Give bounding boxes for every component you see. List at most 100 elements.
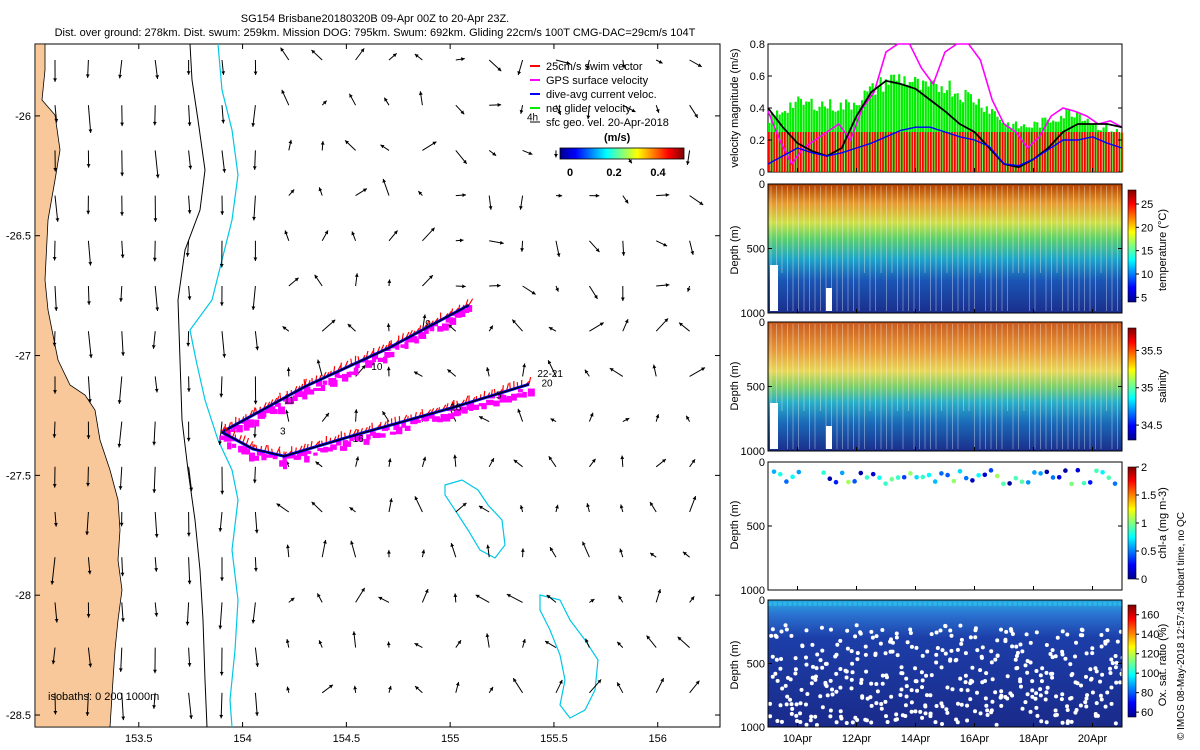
oxygen-gap-dot <box>798 711 803 716</box>
geo-velocity-arrowhead <box>414 643 419 647</box>
geo-velocity-arrowhead <box>361 365 366 370</box>
gps-velocity-mark <box>245 448 251 455</box>
oxygen-gap-dot <box>779 629 784 634</box>
chlorophyll-cb-tick-label: 1.5 <box>1141 490 1156 502</box>
map-ytick-label: -26 <box>15 111 31 123</box>
swim-speed-bar <box>996 132 998 172</box>
geo-velocity-arrowhead <box>650 552 655 557</box>
net-velocity-bar <box>876 87 880 172</box>
geo-velocity-arrowhead <box>422 456 427 461</box>
geo-velocity-arrow <box>87 331 92 359</box>
oxygen-gap-dot <box>975 690 980 695</box>
oxygen-gap-dot <box>1063 656 1068 661</box>
oxygen-gap-dot <box>855 651 860 656</box>
oxygen-gap-dot <box>1085 693 1090 698</box>
swim-speed-bar <box>823 132 826 172</box>
oxygen-surface-dot <box>847 601 853 607</box>
oxygen-gap-dot <box>1109 657 1114 662</box>
oxygen-gap-dot <box>794 702 799 707</box>
geo-velocity-arrowhead <box>318 640 323 645</box>
geo-velocity-arrowhead <box>155 307 160 311</box>
temperature-cb-tick-label: 10 <box>1141 269 1153 281</box>
oxygen-gap-dot <box>1045 685 1050 690</box>
gps-velocity-mark <box>389 431 397 435</box>
oxygen-gap-dot <box>1113 654 1118 659</box>
oxygen-gap-dot <box>798 701 803 706</box>
chlorophyll-dot <box>784 479 789 484</box>
oxygen-gap-dot <box>1054 712 1059 717</box>
geo-velocity-arrowhead <box>432 141 437 146</box>
gps-velocity-mark <box>313 387 322 391</box>
gps-velocity-mark <box>219 436 227 441</box>
swim-speed-bar <box>964 132 967 172</box>
geo-velocity-arrowhead <box>497 283 501 288</box>
geo-velocity-arrowhead <box>254 529 259 534</box>
figure-subtitle: Dist. over ground: 278km. Dist. swum: 25… <box>54 27 696 39</box>
gps-velocity-mark <box>286 454 291 459</box>
swim-speed-bar <box>1004 132 1006 172</box>
geo-velocity-arrowhead <box>665 283 670 287</box>
oxygen-gap-dot <box>923 711 928 716</box>
oxygen-gap-dot <box>809 714 814 719</box>
geo-velocity-arrow <box>118 376 123 404</box>
geo-velocity-arrowhead <box>485 633 490 638</box>
chlorophyll-dot <box>1013 475 1019 481</box>
swim-speed-bar <box>953 132 956 172</box>
oxygen-gap-dot <box>794 713 799 718</box>
gps-velocity-mark <box>516 393 524 398</box>
oxygen-surface-dot <box>827 601 833 607</box>
oxygen-gap-dot <box>894 631 899 636</box>
oxygen-cb-tick-label: 120 <box>1141 649 1159 661</box>
geo-velocity-arrowhead <box>513 459 518 464</box>
oxygen-gap-dot <box>828 678 833 683</box>
time-axis-ticks: 10Apr 12Apr 14Apr 16Apr 18Apr 20Apr <box>783 168 1108 745</box>
chlorophyll-dot <box>994 473 1000 479</box>
oxygen-gap-dot <box>879 702 884 707</box>
geo-velocity-arrowhead <box>87 301 91 305</box>
oxygen-gap-dot <box>939 701 944 706</box>
geo-velocity-arrowhead <box>462 502 467 507</box>
oxygen-gap-dot <box>949 633 954 638</box>
geo-velocity-arrowhead <box>461 57 465 62</box>
oxygen-surface-dot <box>902 601 908 607</box>
chlorophyll-dot <box>1007 481 1012 486</box>
geo-velocity-arrowhead <box>252 479 257 484</box>
oxygen-gap-dot <box>1120 667 1125 672</box>
oxygen-gap-dot <box>943 651 948 656</box>
oxygen-gap-dot <box>1038 693 1043 698</box>
oxygen-gap-dot <box>1094 669 1099 674</box>
swim-speed-bar <box>1049 132 1052 172</box>
oxygen-gap-dot <box>789 702 794 707</box>
oxygen-gap-dot <box>993 657 998 662</box>
swim-speed-bar <box>879 132 882 172</box>
chlorophyll-dot <box>1063 468 1068 473</box>
gps-velocity-mark <box>241 420 249 424</box>
geo-velocity-arrowhead <box>699 201 704 205</box>
oxygen-gap-dot <box>1028 660 1033 665</box>
geo-velocity-arrowhead <box>547 360 552 365</box>
geo-velocity-arrowhead <box>387 458 392 463</box>
geo-velocity-arrowhead <box>55 218 60 222</box>
oxygen-gap-dot <box>858 630 863 635</box>
gps-velocity-mark <box>453 408 462 416</box>
gps-velocity-mark <box>486 399 494 406</box>
geo-velocity-arrowhead <box>682 551 687 556</box>
oxygen-gap-dot <box>828 714 833 719</box>
swim-speed-bar <box>1094 132 1097 172</box>
chlorophyll-dot <box>1038 471 1043 476</box>
geo-velocity-arrowhead <box>361 587 365 592</box>
oxygen-surface-dot <box>987 601 993 607</box>
geo-velocity-arrow <box>118 421 123 448</box>
swim-speed-bar <box>821 132 823 172</box>
geo-velocity-arrowhead <box>388 685 392 690</box>
geo-velocity-arrowhead <box>331 319 336 324</box>
oxygen-gap-dot <box>863 644 868 649</box>
oxygen-gap-dot <box>849 649 854 654</box>
oxygen-gap-dot <box>1054 694 1059 699</box>
chlorophyll-dot <box>771 469 777 474</box>
oxygen-gap-dot <box>989 660 994 665</box>
oxygen-surface-dot <box>782 601 788 607</box>
swim-speed-bar <box>1097 132 1099 172</box>
oxygen-gap-dot <box>824 684 829 689</box>
oxygen-gap-dot <box>859 680 864 685</box>
